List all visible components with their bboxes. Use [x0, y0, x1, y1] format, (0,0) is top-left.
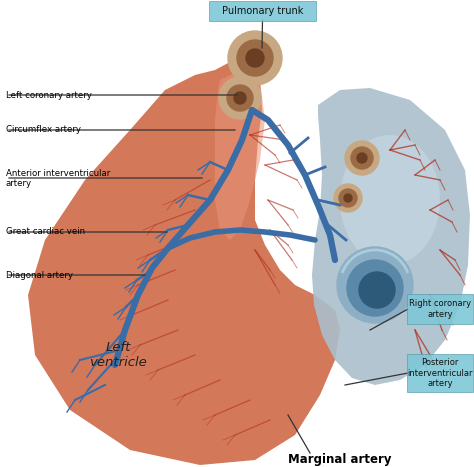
Text: Diagonal artery: Diagonal artery [6, 270, 73, 280]
Circle shape [351, 147, 373, 169]
Circle shape [359, 272, 395, 308]
FancyBboxPatch shape [407, 354, 473, 392]
Circle shape [219, 77, 261, 119]
Circle shape [347, 260, 403, 316]
Circle shape [237, 40, 273, 76]
Circle shape [234, 92, 246, 104]
Circle shape [334, 184, 362, 212]
Text: Pulmonary trunk: Pulmonary trunk [222, 6, 303, 16]
Text: Circumflex artery: Circumflex artery [6, 126, 81, 134]
Ellipse shape [340, 135, 440, 265]
FancyBboxPatch shape [209, 1, 316, 21]
Text: Posterior
interventricular
artery: Posterior interventricular artery [407, 358, 473, 388]
Circle shape [345, 141, 379, 175]
Text: Marginal artery: Marginal artery [288, 453, 392, 467]
Text: Great cardiac vein: Great cardiac vein [6, 227, 85, 236]
FancyBboxPatch shape [407, 294, 473, 324]
Text: Anterior interventricular: Anterior interventricular [6, 169, 110, 177]
Circle shape [227, 85, 253, 111]
Polygon shape [215, 70, 265, 240]
Circle shape [357, 153, 367, 163]
Circle shape [228, 31, 282, 85]
Circle shape [339, 189, 357, 207]
Polygon shape [28, 62, 340, 465]
Text: Left
ventricle: Left ventricle [89, 341, 147, 369]
Text: Left coronary artery: Left coronary artery [6, 91, 92, 99]
Text: artery: artery [6, 178, 32, 187]
Circle shape [344, 194, 352, 202]
Circle shape [246, 49, 264, 67]
Circle shape [337, 247, 413, 323]
Text: Right coronary
artery: Right coronary artery [409, 299, 471, 318]
Polygon shape [312, 88, 470, 385]
